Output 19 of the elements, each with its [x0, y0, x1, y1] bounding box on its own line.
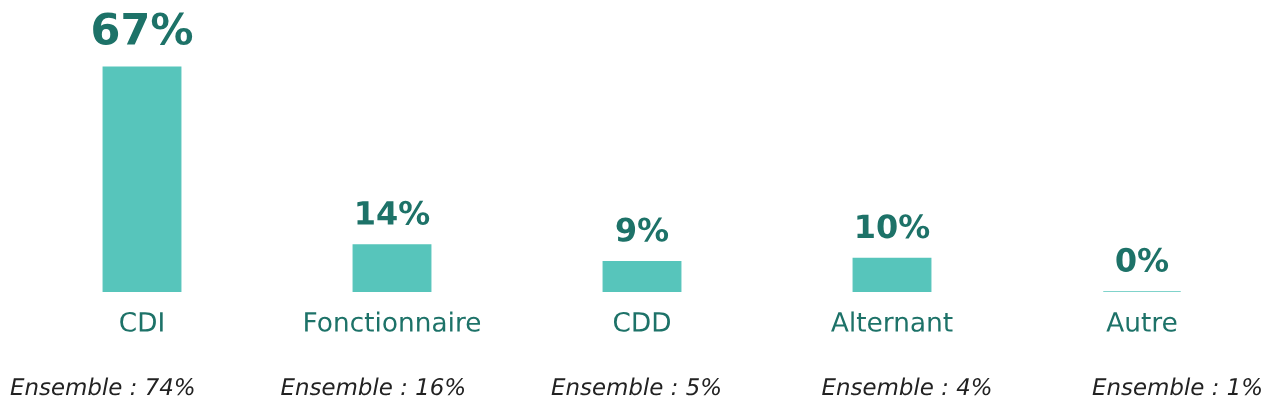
x-tick-label: CDD [613, 311, 670, 332]
text: Ensemble : 16% [281, 377, 465, 396]
data-label: 9% [616, 217, 669, 242]
data-label: 14% [357, 200, 430, 225]
bar [852, 257, 932, 292]
x-tick-label: Alternant [831, 311, 953, 332]
data-label: 10% [857, 214, 930, 239]
x-tick-label: Fonctionnaire [305, 311, 481, 332]
x-tick-label: CDI [120, 311, 163, 332]
text: Ensemble : 74% [10, 377, 194, 396]
x-tick-label: Autre [1106, 312, 1177, 332]
text: Ensemble : 4% [822, 377, 991, 396]
data-label: 0% [1116, 247, 1169, 272]
text: Ensemble : 5% [551, 377, 720, 396]
bar [102, 66, 182, 292]
data-label: 67% [93, 12, 193, 46]
bar [352, 244, 432, 292]
bar [602, 261, 682, 292]
text: Ensemble : 1% [1092, 377, 1261, 396]
